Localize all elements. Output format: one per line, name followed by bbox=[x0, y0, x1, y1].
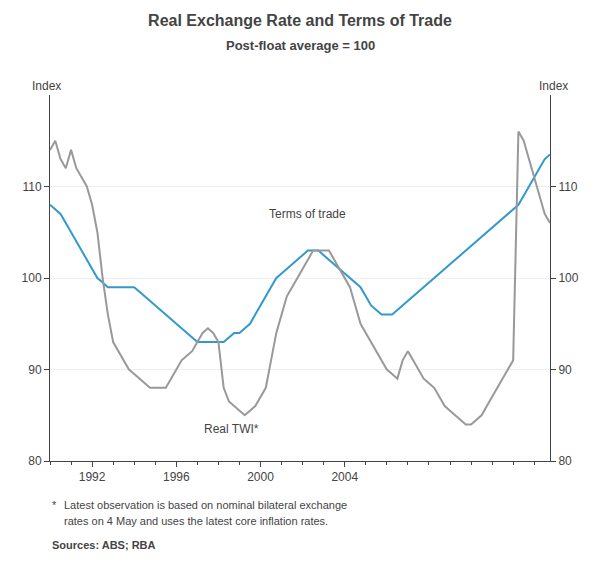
svg-text:2000: 2000 bbox=[247, 470, 274, 484]
svg-text:100: 100 bbox=[22, 271, 42, 285]
svg-text:90: 90 bbox=[28, 363, 42, 377]
svg-text:Post-float average = 100: Post-float average = 100 bbox=[226, 38, 375, 53]
svg-text:80: 80 bbox=[28, 454, 42, 468]
svg-text:Real Exchange Rate and Terms o: Real Exchange Rate and Terms of Trade bbox=[148, 12, 452, 29]
svg-text:Real TWI*: Real TWI* bbox=[204, 422, 259, 436]
svg-text:110: 110 bbox=[22, 180, 41, 194]
svg-text:1996: 1996 bbox=[163, 470, 190, 484]
svg-text:Latest observation is based on: Latest observation is based on nominal b… bbox=[64, 499, 347, 511]
svg-text:*: * bbox=[52, 499, 57, 511]
svg-text:100: 100 bbox=[558, 271, 578, 285]
svg-text:Sources: ABS; RBA: Sources: ABS; RBA bbox=[52, 539, 156, 551]
svg-text:90: 90 bbox=[558, 363, 572, 377]
svg-text:1992: 1992 bbox=[79, 470, 106, 484]
svg-text:Index: Index bbox=[539, 79, 568, 93]
svg-text:Index: Index bbox=[32, 79, 61, 93]
svg-text:110: 110 bbox=[558, 180, 577, 194]
svg-text:80: 80 bbox=[558, 454, 572, 468]
svg-text:Terms of trade: Terms of trade bbox=[269, 207, 346, 221]
svg-text:2004: 2004 bbox=[331, 470, 358, 484]
svg-text:rates on 4 May and uses the la: rates on 4 May and uses the latest core … bbox=[64, 515, 328, 527]
